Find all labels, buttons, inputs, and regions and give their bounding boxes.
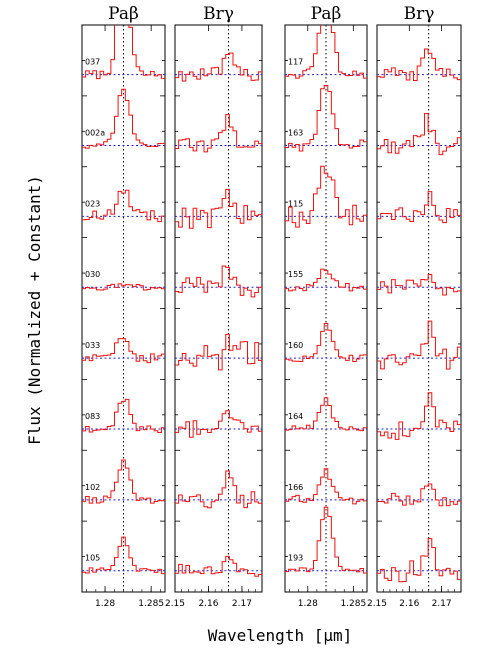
spectrum-3-6	[285, 397, 367, 432]
spectra	[377, 48, 461, 583]
spectrum-1-7	[82, 459, 165, 504]
spectrum-1-1	[82, 25, 165, 80]
spectra	[82, 25, 165, 575]
spectrum-4-5	[377, 320, 461, 370]
spectrum-4-8	[377, 538, 461, 583]
x-axis-label: Wavelength [μm]	[208, 626, 353, 645]
spectrum-2-4	[175, 265, 262, 298]
panel-frame	[174, 24, 263, 593]
panel-3: Paβ 1.28 1.285 117 163 115 155 160 164 166 193	[284, 4, 368, 609]
spectrum-2-6	[175, 410, 262, 438]
spectra	[285, 25, 367, 574]
x-tick-label: 1.28	[298, 599, 318, 609]
object-label: 037	[85, 58, 100, 67]
object-label: 083	[85, 412, 100, 421]
spectrum-1-5	[82, 338, 165, 364]
y-axis-label: Flux (Normalized + Constant)	[25, 175, 44, 445]
spectrum-4-4	[377, 274, 461, 296]
spectrum-3-7	[285, 468, 367, 505]
object-label: 002a	[85, 128, 105, 137]
panel-title: Brγ	[404, 4, 435, 24]
spectra	[175, 52, 262, 577]
spectrum-3-1	[285, 25, 367, 79]
spectrum-2-3	[175, 188, 262, 229]
panel-group: Paβ 1.28 1.285 037 002a 023 030 033 083 102 105 Brγ…	[81, 4, 462, 609]
panel-2: Brγ 2.15 2.16 2.17	[165, 4, 263, 609]
object-label: 117	[288, 58, 303, 67]
object-label: 033	[85, 341, 100, 350]
spectrum-3-5	[285, 323, 367, 363]
x-tick-label: 1.28	[95, 599, 115, 609]
object-label: 102	[85, 483, 100, 492]
spectrum-2-5	[175, 333, 262, 371]
panel-1: Paβ 1.28 1.285 037 002a 023 030 033 083 102 105	[81, 4, 166, 609]
spectrum-2-7	[175, 470, 262, 509]
object-label: 160	[288, 341, 303, 350]
spectrum-2-2	[175, 114, 262, 153]
x-tick-label: 2.15	[165, 599, 185, 609]
object-label: 030	[85, 270, 100, 279]
spectrum-1-2	[82, 88, 165, 149]
spectrum-4-3	[377, 191, 461, 224]
spectrum-3-8	[285, 506, 367, 574]
x-tick-label: 2.16	[399, 599, 419, 609]
spectrum-2-8	[175, 555, 262, 577]
spectrum-4-7	[377, 483, 461, 507]
spectrum-1-6	[82, 398, 165, 433]
panel-frame	[376, 24, 462, 593]
x-tick-label: 2.17	[232, 599, 252, 609]
spectrum-4-2	[377, 113, 461, 156]
object-label: 163	[288, 128, 303, 137]
spectrum-1-4	[82, 283, 165, 291]
panel-title: Brγ	[203, 4, 234, 24]
spectrum-2-1	[175, 52, 262, 82]
object-label: 105	[85, 554, 100, 563]
spectrum-3-4	[285, 268, 367, 292]
x-tick-label: 1.285	[340, 599, 366, 609]
object-label: 164	[288, 412, 303, 421]
panel-4: Brγ 2.15 2.16 2.17	[367, 4, 462, 609]
spectrum-4-1	[377, 48, 461, 82]
spectrum-4-6	[377, 392, 461, 440]
object-label: 155	[288, 270, 303, 279]
object-label: 023	[85, 199, 100, 208]
spectrum-1-8	[82, 536, 165, 575]
object-label: 115	[288, 199, 303, 208]
panel-title: Paβ	[108, 4, 139, 24]
x-tick-label: 2.16	[198, 599, 218, 609]
x-tick-label: 2.15	[367, 599, 387, 609]
spectrum-3-2	[285, 85, 367, 152]
x-tick-label: 2.17	[432, 599, 452, 609]
object-label: 166	[288, 483, 303, 492]
x-tick-label: 1.285	[138, 599, 164, 609]
object-label: 193	[288, 554, 303, 563]
panel-title: Paβ	[311, 4, 342, 24]
spectrum-1-3	[82, 189, 165, 223]
spectrum-3-3	[285, 165, 367, 228]
